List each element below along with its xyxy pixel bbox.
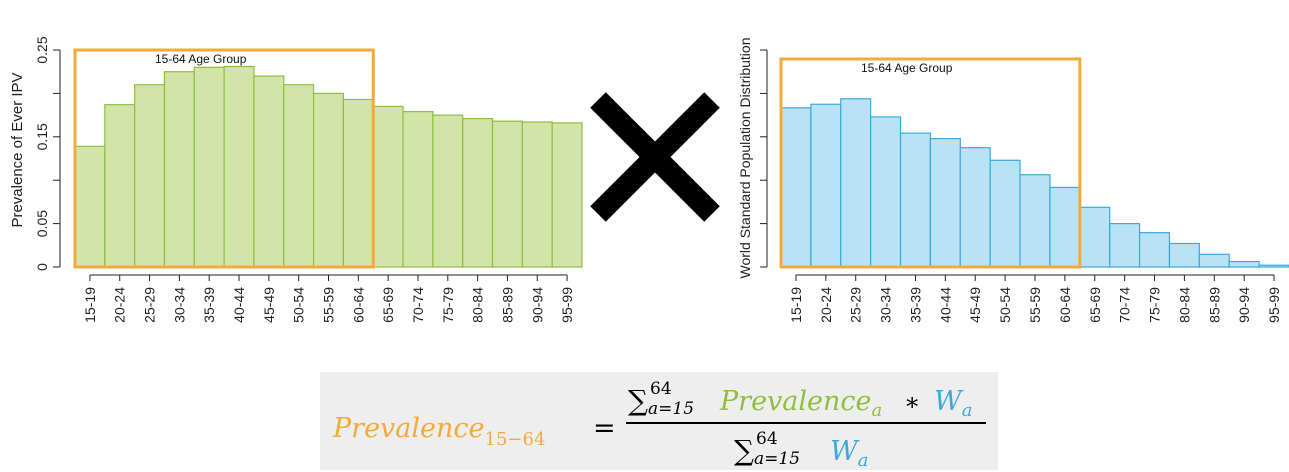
x-tick-label: 35-39 [201, 287, 217, 323]
x-tick-label: 25-29 [142, 287, 158, 323]
y-tick-label: 0 [34, 263, 50, 271]
formula-lhs: Prevalence15−64 [332, 413, 545, 450]
population-y-axis [760, 49, 768, 268]
y-tick-label: 0.05 [34, 210, 50, 237]
x-tick-label: 40-44 [937, 287, 953, 323]
bar-80-84 [462, 117, 494, 268]
bar-40-44 [929, 138, 961, 268]
x-tick-label: 90-94 [1236, 287, 1252, 323]
x-tick-label: 60-64 [1057, 287, 1073, 323]
x-tick-label: 55-59 [321, 287, 337, 323]
x-tick-label: 45-49 [261, 287, 277, 323]
x-tick-label: 15-19 [788, 287, 804, 323]
prevalence-y-axis: 0 0.05 0.15 0.25 [34, 36, 61, 271]
x-tick-label: 55-59 [1027, 287, 1043, 323]
bar-90-94 [1228, 260, 1260, 268]
bar-20-24 [104, 104, 136, 268]
population-highlight-box [779, 57, 1082, 269]
x-tick-label: 50-54 [997, 287, 1013, 323]
x-tick-label: 70-74 [1117, 287, 1133, 323]
bar-90-94 [521, 121, 553, 268]
x-tick-label: 95-99 [1266, 287, 1282, 323]
x-tick-label: 35-39 [907, 287, 923, 323]
x-tick-label: 70-74 [410, 287, 426, 323]
prevalence-highlight-label: 15-64 Age Group [155, 52, 247, 66]
bar-75-79 [1138, 232, 1171, 268]
prevalence-chart: 0 0.05 0.15 0.25 15-19 20-24 25-29 30-34 35-39 4… [9, 36, 583, 323]
formula-equals: = [593, 413, 616, 444]
numerator-sum-symbol: ∑ [628, 384, 648, 417]
denominator-sum-sub: a=15 [754, 449, 800, 469]
bar-95-99 [551, 122, 583, 268]
x-tick-label: 30-34 [878, 287, 894, 323]
bar-60-64 [342, 98, 374, 268]
y-tick-label: 0.15 [34, 123, 50, 150]
population-chart: 15-19 20-24 25-29 30-34 35-39 40-44 45-49 50-54… [737, 38, 1289, 323]
formula-denominator: ∑ 64 a=15 Wa [734, 429, 869, 471]
x-tick-label: 85-89 [499, 287, 515, 323]
denominator-sum-symbol: ∑ [734, 434, 754, 467]
numerator-sum-sub: a=15 [648, 399, 694, 419]
numerator-times: ∗ [904, 388, 920, 416]
x-tick-label: 20-24 [818, 287, 834, 323]
x-tick-label: 15-19 [82, 287, 98, 323]
bar-85-89 [1198, 253, 1230, 268]
prevalence-bars [74, 65, 583, 268]
bar-25-29 [840, 98, 872, 268]
prevalence-x-axis: 15-19 20-24 25-29 30-34 35-39 40-44 45-49 50-54… [82, 274, 575, 323]
prevalence-y-label: Prevalence of Ever IPV [9, 72, 26, 227]
x-tick-label: 80-84 [470, 287, 486, 323]
numerator-prevalence-term: Prevalencea [719, 386, 882, 421]
x-tick-label: 50-54 [291, 287, 307, 323]
y-tick-label: 0.25 [34, 36, 50, 63]
formula-panel [320, 372, 998, 470]
bar-50-54 [283, 84, 315, 268]
x-tick-label: 85-89 [1206, 287, 1222, 323]
x-tick-label: 65-69 [380, 287, 396, 323]
prevalence-highlight-box [73, 48, 375, 269]
x-tick-label: 30-34 [171, 287, 187, 323]
bar-30-34 [870, 116, 902, 268]
bar-70-74 [402, 111, 434, 268]
x-tick-label: 80-84 [1176, 287, 1192, 323]
denominator-sum-sup: 64 [756, 429, 778, 449]
x-tick-label: 90-94 [529, 287, 545, 323]
multiply-sign [590, 92, 720, 222]
x-tick-label: 20-24 [112, 287, 128, 323]
x-tick-label: 45-49 [967, 287, 983, 323]
bar-20-24 [810, 103, 842, 268]
x-tick-label: 75-79 [1147, 287, 1163, 323]
numerator-sum-sup: 64 [650, 379, 672, 399]
x-tick-label: 40-44 [231, 287, 247, 323]
x-tick-label: 95-99 [559, 287, 575, 323]
population-y-label: World Standard Population Distribution [737, 38, 753, 279]
denominator-weight-term: Wa [830, 436, 869, 471]
x-tick-label: 75-79 [440, 287, 456, 323]
x-tick-label: 60-64 [350, 287, 366, 323]
x-tick-label: 65-69 [1087, 287, 1103, 323]
formula-numerator: ∑ 64 a=15 Prevalencea ∗ Wa [628, 379, 973, 421]
x-tick-label: 25-29 [848, 287, 864, 323]
population-highlight-label: 15-64 Age Group [861, 61, 953, 75]
numerator-weight-term: Wa [934, 386, 973, 421]
bar-75-79 [432, 114, 464, 268]
bar-40-44 [223, 65, 255, 268]
population-x-axis: 15-19 20-24 25-29 30-34 35-39 40-44 45-49 50-54… [788, 274, 1282, 323]
